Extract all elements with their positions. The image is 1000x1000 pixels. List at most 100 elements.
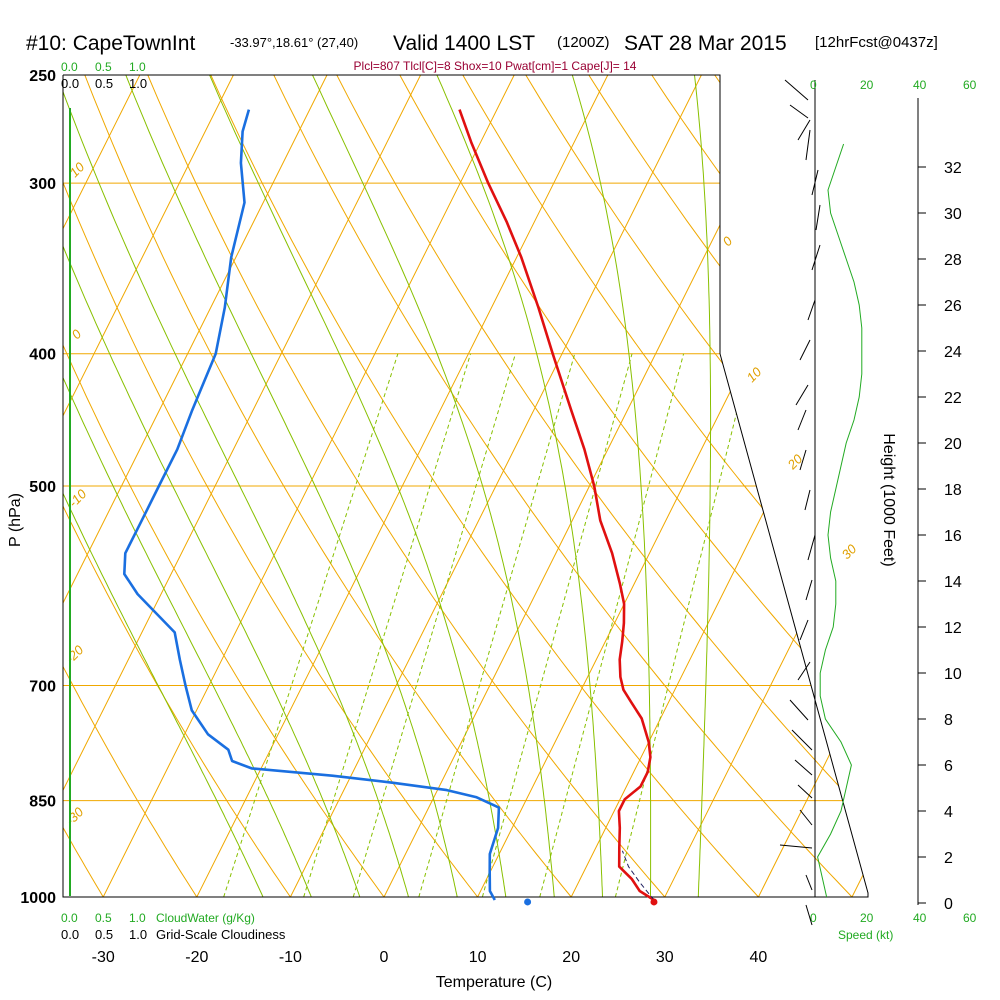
height-tick-label: 22 bbox=[944, 390, 962, 407]
svg-text:1.0: 1.0 bbox=[129, 927, 147, 942]
wind-barb bbox=[779, 844, 813, 849]
mixing-ratio-8 bbox=[481, 353, 633, 897]
moist-adiabat-lines bbox=[63, 75, 712, 897]
station-coords: -33.97°,18.61° (27,40) bbox=[230, 35, 358, 50]
pressure-tick-label: 500 bbox=[29, 479, 56, 496]
pressure-tick-label: 300 bbox=[29, 176, 56, 193]
wind-barbs bbox=[779, 79, 821, 926]
cloudiness-label: Grid-Scale Cloudiness bbox=[156, 927, 286, 942]
wind-barb bbox=[784, 79, 809, 101]
wind-barb bbox=[789, 699, 809, 721]
height-tick-label: 0 bbox=[944, 896, 953, 913]
wind-barb bbox=[807, 299, 816, 321]
mixing-ratio-label: 8 bbox=[472, 903, 487, 918]
wind-barb bbox=[804, 489, 811, 511]
mixing-ratio-20 bbox=[614, 353, 752, 897]
cloudwater-scale-top: 0.0 0.5 1.0 0.0 0.5 1.0 bbox=[61, 60, 147, 91]
y-axis-label: P (hPa) bbox=[7, 493, 24, 547]
cloudwater-label: CloudWater (g/Kg) bbox=[156, 911, 255, 925]
dry-adiabat bbox=[983, 0, 1000, 926]
isotherm--70 bbox=[63, 75, 141, 897]
x-tick-label: 20 bbox=[562, 949, 580, 966]
svg-text:0.0: 0.0 bbox=[61, 60, 78, 74]
wind-barb bbox=[797, 784, 813, 799]
moist-adiabat bbox=[63, 75, 370, 897]
dry-adiabat bbox=[63, 75, 217, 897]
speed-label: Speed (kt) bbox=[838, 928, 893, 942]
wind-barb bbox=[789, 104, 809, 119]
svg-text:40: 40 bbox=[913, 78, 927, 92]
wind-speed-panel: 0 20 40 60 0 20 40 60 Speed (kt) bbox=[779, 78, 977, 942]
isotherm--50 bbox=[63, 75, 328, 897]
svg-text:1.0: 1.0 bbox=[129, 76, 147, 91]
cloudwater-scale-bottom: 0.0 0.5 1.0 CloudWater (g/Kg) 0.0 0.5 1.… bbox=[61, 911, 286, 942]
mixing-ratio-label: 12 bbox=[529, 899, 549, 919]
wind-barb bbox=[811, 169, 819, 196]
moist-adiabat bbox=[155, 75, 511, 897]
svg-text:0.5: 0.5 bbox=[95, 76, 113, 91]
height-tick-label: 18 bbox=[944, 482, 962, 499]
height-tick-label: 30 bbox=[944, 206, 962, 223]
svg-text:0.0: 0.0 bbox=[61, 911, 78, 925]
dry-adiabat bbox=[154, 75, 786, 897]
isotherm--60 bbox=[63, 75, 234, 897]
moist-adiabat bbox=[63, 75, 417, 897]
x-axis-label: Temperature (C) bbox=[436, 974, 552, 991]
plot-outline bbox=[62, 74, 869, 898]
isobar-lines bbox=[63, 75, 868, 897]
stability-indices: Plcl=807 Tlcl[C]=8 Shox=10 Pwat[cm]=1 Ca… bbox=[354, 59, 637, 73]
moist-adiabat bbox=[76, 75, 464, 897]
x-tick-label: 40 bbox=[750, 949, 768, 966]
dewpoint-trace bbox=[123, 109, 501, 901]
dry-adiabat bbox=[509, 75, 868, 897]
x-tick-label: -20 bbox=[185, 949, 208, 966]
pressure-tick-label: 850 bbox=[29, 794, 56, 811]
dewpoint-surface-point bbox=[524, 898, 532, 906]
height-tick-label: 14 bbox=[944, 574, 962, 591]
isotherm--30 bbox=[102, 75, 515, 897]
forecast-label: [12hrFcst@0437z] bbox=[815, 34, 938, 51]
isotherm-label: 0 bbox=[720, 233, 736, 249]
temperature-surface-point bbox=[650, 898, 658, 906]
x-tick-label: 0 bbox=[380, 949, 389, 966]
isotherm--10 bbox=[289, 75, 702, 897]
pressure-tick-label: 400 bbox=[29, 347, 56, 364]
isotherm-label: 30 bbox=[839, 541, 860, 562]
isotherm-30 bbox=[664, 75, 868, 897]
height-tick-label: 6 bbox=[944, 758, 953, 775]
isotherm-label: 10 bbox=[744, 364, 765, 385]
moist-adiabat bbox=[253, 75, 558, 897]
wind-barb bbox=[807, 534, 816, 561]
isotherm-label: -30 bbox=[63, 804, 87, 828]
dry-adiabat bbox=[0, 0, 26, 926]
valid-date: SAT 28 Mar 2015 bbox=[624, 32, 787, 55]
temperature-trace bbox=[458, 109, 655, 902]
valid-time: Valid 1400 LST bbox=[393, 32, 535, 55]
moist-adiabat bbox=[63, 75, 277, 897]
height-tick-label: 12 bbox=[944, 620, 962, 637]
wind-barb bbox=[795, 384, 809, 406]
height-tick-label: 8 bbox=[944, 712, 953, 729]
wind-barb bbox=[799, 449, 807, 471]
moist-adiabat bbox=[376, 75, 604, 897]
wind-barb bbox=[794, 759, 813, 776]
height-tick-label: 26 bbox=[944, 298, 962, 315]
utc-time: (1200Z) bbox=[557, 34, 610, 51]
height-tick-label: 4 bbox=[944, 804, 953, 821]
svg-text:0.5: 0.5 bbox=[95, 60, 112, 74]
pressure-tick-label: 1000 bbox=[20, 890, 56, 907]
svg-text:20: 20 bbox=[860, 78, 874, 92]
dry-adiabat bbox=[95, 75, 691, 897]
height-tick-label: 10 bbox=[944, 666, 962, 683]
wind-barb bbox=[799, 619, 809, 641]
dry-adiabat bbox=[745, 75, 868, 897]
wind-barb bbox=[805, 579, 813, 601]
dry-adiabat-lines bbox=[0, 0, 1000, 926]
station-title: #10: CapeTownInt bbox=[26, 32, 195, 55]
mixing-ratio-5 bbox=[418, 353, 576, 897]
isotherm-label: -20 bbox=[63, 642, 87, 666]
wind-barb bbox=[815, 204, 821, 231]
x-tick-label: -10 bbox=[279, 949, 302, 966]
